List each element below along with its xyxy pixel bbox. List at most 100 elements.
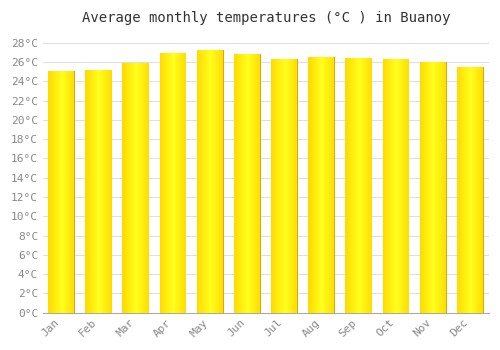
Bar: [168, 54, 169, 313]
Bar: [273, 59, 274, 313]
Bar: [220, 50, 221, 313]
Bar: [170, 54, 171, 313]
Bar: [285, 59, 286, 313]
Bar: [122, 63, 123, 313]
Bar: [470, 67, 471, 313]
Bar: [334, 57, 335, 313]
Bar: [324, 57, 325, 313]
Bar: [98, 70, 100, 313]
Bar: [49, 71, 50, 313]
Bar: [68, 71, 69, 313]
Bar: [382, 59, 384, 313]
Bar: [175, 54, 176, 313]
Bar: [102, 70, 104, 313]
Bar: [425, 62, 426, 313]
Bar: [368, 58, 369, 313]
Bar: [475, 67, 476, 313]
Bar: [352, 58, 353, 313]
Bar: [127, 63, 128, 313]
Bar: [88, 70, 90, 313]
Bar: [185, 54, 186, 313]
Bar: [474, 67, 475, 313]
Bar: [72, 71, 73, 313]
Bar: [288, 59, 289, 313]
Bar: [361, 58, 362, 313]
Bar: [234, 54, 236, 313]
Bar: [332, 57, 333, 313]
Bar: [386, 59, 388, 313]
Bar: [319, 57, 320, 313]
Bar: [240, 54, 242, 313]
Bar: [219, 50, 220, 313]
Bar: [134, 63, 135, 313]
Bar: [364, 58, 365, 313]
Bar: [184, 54, 185, 313]
Bar: [467, 67, 468, 313]
Bar: [390, 59, 392, 313]
Bar: [59, 71, 60, 313]
Bar: [322, 57, 323, 313]
Bar: [481, 67, 482, 313]
Bar: [73, 71, 74, 313]
Bar: [144, 63, 145, 313]
Bar: [174, 54, 175, 313]
Bar: [445, 62, 446, 313]
Bar: [223, 50, 224, 313]
Bar: [137, 63, 138, 313]
Bar: [293, 59, 294, 313]
Bar: [471, 67, 472, 313]
Bar: [92, 70, 94, 313]
Bar: [360, 58, 361, 313]
Bar: [480, 67, 481, 313]
Bar: [248, 54, 250, 313]
Bar: [216, 50, 217, 313]
Bar: [323, 57, 324, 313]
Bar: [197, 50, 198, 313]
Bar: [135, 63, 136, 313]
Bar: [70, 71, 71, 313]
Bar: [330, 57, 331, 313]
Bar: [356, 58, 357, 313]
Bar: [479, 67, 480, 313]
Bar: [212, 50, 213, 313]
Bar: [363, 58, 364, 313]
Bar: [308, 57, 309, 313]
Bar: [94, 70, 96, 313]
Bar: [209, 50, 210, 313]
Bar: [482, 67, 483, 313]
Bar: [321, 57, 322, 313]
Bar: [320, 57, 321, 313]
Bar: [287, 59, 288, 313]
Bar: [164, 54, 165, 313]
Bar: [180, 54, 181, 313]
Bar: [328, 57, 329, 313]
Bar: [50, 71, 51, 313]
Bar: [366, 58, 367, 313]
Bar: [369, 58, 370, 313]
Bar: [74, 71, 75, 313]
Bar: [66, 71, 67, 313]
Bar: [394, 59, 396, 313]
Bar: [359, 58, 360, 313]
Bar: [424, 62, 425, 313]
Bar: [313, 57, 314, 313]
Bar: [289, 59, 290, 313]
Bar: [408, 59, 410, 313]
Bar: [238, 54, 240, 313]
Bar: [280, 59, 281, 313]
Bar: [362, 58, 363, 313]
Bar: [242, 54, 244, 313]
Bar: [246, 54, 248, 313]
Bar: [165, 54, 166, 313]
Bar: [126, 63, 127, 313]
Bar: [444, 62, 445, 313]
Bar: [476, 67, 477, 313]
Bar: [463, 67, 464, 313]
Bar: [438, 62, 439, 313]
Bar: [210, 50, 211, 313]
Bar: [309, 57, 310, 313]
Bar: [145, 63, 146, 313]
Bar: [355, 58, 356, 313]
Bar: [74, 71, 75, 313]
Bar: [104, 70, 106, 313]
